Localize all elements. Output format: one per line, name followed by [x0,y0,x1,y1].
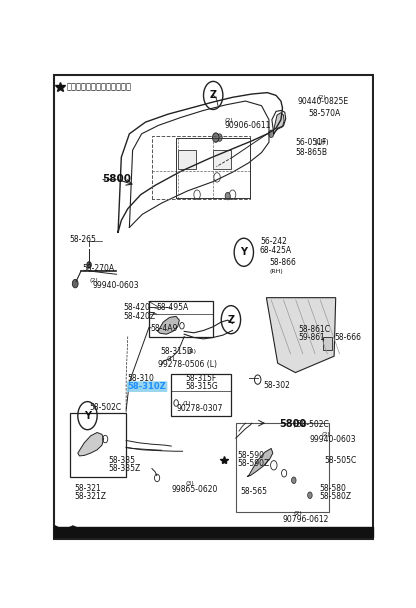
Text: 90278-0307: 90278-0307 [176,404,223,413]
Text: 58-315D: 58-315D [160,347,193,356]
Text: 58-4A9: 58-4A9 [150,323,178,333]
Text: 58-505C: 58-505C [324,455,357,465]
Text: 56-242: 56-242 [260,237,287,246]
Text: 58-590: 58-590 [238,451,265,460]
Polygon shape [247,449,273,477]
Text: 58-495A: 58-495A [157,303,189,311]
Text: 58-270A: 58-270A [83,264,115,272]
Circle shape [87,261,92,268]
FancyBboxPatch shape [70,413,126,477]
Text: 90440-0825E: 90440-0825E [297,97,348,106]
Polygon shape [78,432,104,456]
Circle shape [72,280,78,288]
Circle shape [269,130,274,137]
Text: 59-861: 59-861 [299,333,325,342]
FancyBboxPatch shape [178,150,196,169]
Text: 5800: 5800 [279,419,307,429]
Polygon shape [266,298,336,373]
Circle shape [213,133,219,142]
Text: Y: Y [84,410,91,421]
Circle shape [292,477,296,483]
Text: 58-321: 58-321 [74,484,101,492]
Text: (3): (3) [186,481,195,486]
Text: (2): (2) [321,432,330,437]
Text: (2): (2) [318,95,327,100]
Text: (R): (R) [188,349,196,354]
Text: 58-321Z: 58-321Z [74,492,106,501]
Text: 99865-0620: 99865-0620 [171,485,218,494]
Text: 58-580Z: 58-580Z [319,492,352,501]
FancyBboxPatch shape [236,423,329,512]
FancyBboxPatch shape [213,150,231,169]
Text: 58-570A: 58-570A [308,109,341,118]
Text: 58-502C: 58-502C [89,403,121,412]
Text: 58-580: 58-580 [319,484,347,492]
Text: 58-315F: 58-315F [186,374,217,382]
Text: 58-565: 58-565 [240,488,267,497]
Text: /58-502C: /58-502C [294,420,329,429]
Text: Y: Y [240,247,248,257]
Text: 58-335: 58-335 [109,455,136,465]
Text: 58-590Z: 58-590Z [238,460,270,468]
Text: (2): (2) [294,511,302,516]
Text: 99940-0603: 99940-0603 [310,435,357,444]
Text: 58-666: 58-666 [334,333,361,342]
Text: (RH): (RH) [270,269,283,274]
FancyBboxPatch shape [323,337,332,350]
Text: Z: Z [210,91,217,100]
Text: 99278-0506 (L): 99278-0506 (L) [158,360,218,369]
Text: (LH): (LH) [315,139,329,145]
Text: 58-310Z: 58-310Z [128,382,166,391]
Text: 58-265: 58-265 [70,235,97,244]
Text: 印刷品は供給していません。: 印刷品は供給していません。 [67,82,131,91]
Circle shape [217,134,222,141]
Text: 58-420: 58-420 [123,303,150,313]
Text: 90906-0611: 90906-0611 [225,121,271,130]
Text: 58-315G: 58-315G [186,382,218,391]
Text: (1): (1) [166,356,175,361]
Text: (1): (1) [183,401,191,406]
Circle shape [225,192,230,200]
Polygon shape [157,316,179,334]
FancyBboxPatch shape [171,373,231,416]
Text: 58-335Z: 58-335Z [109,464,141,473]
Polygon shape [273,112,284,134]
Text: 90796-0612: 90796-0612 [282,515,329,524]
FancyBboxPatch shape [149,302,213,337]
Polygon shape [63,526,76,531]
Text: 58-302: 58-302 [263,381,290,390]
Text: 58-420Z: 58-420Z [123,312,155,321]
Text: (2): (2) [225,118,233,123]
Text: 5800: 5800 [102,174,131,184]
Text: Z: Z [228,315,235,325]
Text: (2): (2) [89,278,98,283]
Text: 68-425A: 68-425A [260,246,292,255]
Text: 99940-0603: 99940-0603 [92,282,139,291]
Text: 58-310: 58-310 [128,374,155,382]
Text: 56-051F: 56-051F [295,138,327,147]
Text: 58-861C: 58-861C [299,325,331,334]
Circle shape [308,492,312,499]
Text: 58-866: 58-866 [270,258,297,267]
Text: 58-865B: 58-865B [295,148,327,157]
